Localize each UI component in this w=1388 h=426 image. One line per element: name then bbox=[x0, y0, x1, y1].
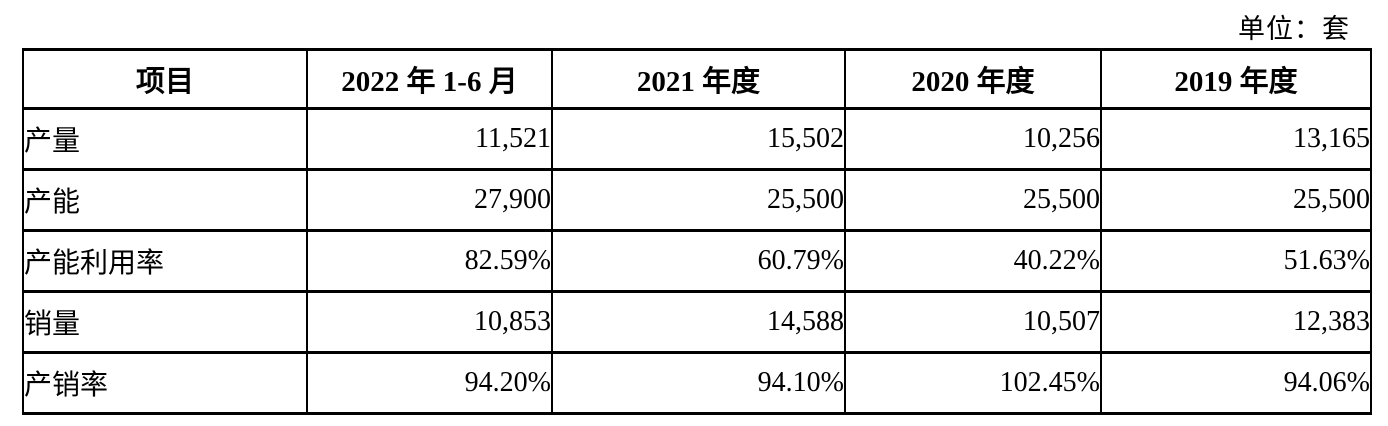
row-label-production: 产量 bbox=[22, 107, 308, 171]
cell-sales-production-ratio-2020: 102.45% bbox=[844, 351, 1102, 415]
column-header-2022h1: 2022 年 1-6 月 bbox=[306, 48, 553, 110]
cell-sales-production-ratio-2021: 94.10% bbox=[551, 351, 846, 415]
cell-production-2021: 15,502 bbox=[551, 107, 846, 171]
column-header-2020: 2020 年度 bbox=[844, 48, 1102, 110]
cell-capacity-2020: 25,500 bbox=[844, 168, 1102, 232]
row-label-sales-volume: 销量 bbox=[22, 290, 308, 354]
table-row-capacity: 产能 27,900 25,500 25,500 25,500 bbox=[22, 168, 1372, 232]
cell-capacity-utilization-2019: 51.63% bbox=[1100, 229, 1372, 293]
cell-capacity-utilization-2022h1: 82.59% bbox=[306, 229, 553, 293]
table-row-sales-production-ratio: 产销率 94.20% 94.10% 102.45% 94.06% bbox=[22, 351, 1372, 415]
unit-label: 单位：套 bbox=[1238, 14, 1350, 44]
table-row-production: 产量 11,521 15,502 10,256 13,165 bbox=[22, 107, 1372, 171]
table-row-sales-volume: 销量 10,853 14,588 10,507 12,383 bbox=[22, 290, 1372, 354]
row-label-capacity: 产能 bbox=[22, 168, 308, 232]
cell-capacity-2019: 25,500 bbox=[1100, 168, 1372, 232]
cell-production-2020: 10,256 bbox=[844, 107, 1102, 171]
cell-sales-volume-2022h1: 10,853 bbox=[306, 290, 553, 354]
production-capacity-table: 项目 2022 年 1-6 月 2021 年度 2020 年度 2019 年度 … bbox=[22, 48, 1372, 415]
cell-sales-production-ratio-2019: 94.06% bbox=[1100, 351, 1372, 415]
cell-capacity-2021: 25,500 bbox=[551, 168, 846, 232]
row-label-capacity-utilization: 产能利用率 bbox=[22, 229, 308, 293]
cell-capacity-utilization-2021: 60.79% bbox=[551, 229, 846, 293]
column-header-item: 项目 bbox=[22, 48, 308, 110]
cell-sales-production-ratio-2022h1: 94.20% bbox=[306, 351, 553, 415]
cell-production-2022h1: 11,521 bbox=[306, 107, 553, 171]
cell-production-2019: 13,165 bbox=[1100, 107, 1372, 171]
cell-capacity-utilization-2020: 40.22% bbox=[844, 229, 1102, 293]
cell-sales-volume-2019: 12,383 bbox=[1100, 290, 1372, 354]
cell-sales-volume-2021: 14,588 bbox=[551, 290, 846, 354]
cell-sales-volume-2020: 10,507 bbox=[844, 290, 1102, 354]
cell-capacity-2022h1: 27,900 bbox=[306, 168, 553, 232]
table-row-capacity-utilization: 产能利用率 82.59% 60.79% 40.22% 51.63% bbox=[22, 229, 1372, 293]
column-header-2021: 2021 年度 bbox=[551, 48, 846, 110]
row-label-sales-production-ratio: 产销率 bbox=[22, 351, 308, 415]
column-header-2019: 2019 年度 bbox=[1100, 48, 1372, 110]
table-header-row: 项目 2022 年 1-6 月 2021 年度 2020 年度 2019 年度 bbox=[22, 48, 1372, 110]
